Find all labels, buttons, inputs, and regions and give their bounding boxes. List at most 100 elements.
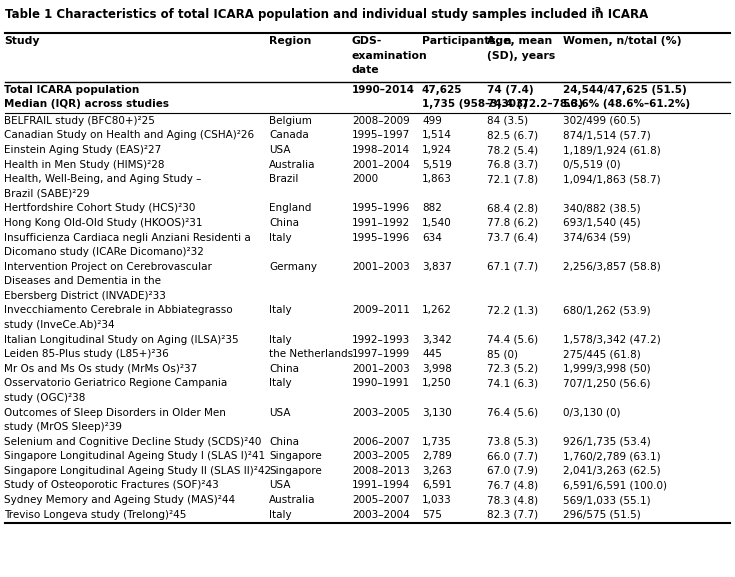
- Text: Women, n/total (%): Women, n/total (%): [563, 36, 681, 46]
- Text: Italy: Italy: [269, 509, 292, 520]
- Text: 1,033: 1,033: [422, 495, 452, 505]
- Text: Osservatorio Geriatrico Regione Campania: Osservatorio Geriatrico Regione Campania: [4, 379, 227, 388]
- Text: 2000: 2000: [352, 174, 378, 184]
- Text: Belgium: Belgium: [269, 116, 312, 126]
- Text: 82.5 (6.7): 82.5 (6.7): [487, 130, 538, 141]
- Text: China: China: [269, 437, 299, 447]
- Text: Germany: Germany: [269, 262, 317, 272]
- Text: 1995–1996: 1995–1996: [352, 204, 410, 213]
- Text: Italy: Italy: [269, 379, 292, 388]
- Text: USA: USA: [269, 145, 290, 155]
- Text: 2006–2007: 2006–2007: [352, 437, 409, 447]
- Text: study (OGC)²38: study (OGC)²38: [4, 393, 85, 403]
- Text: Italian Longitudinal Study on Aging (ILSA)²35: Italian Longitudinal Study on Aging (ILS…: [4, 335, 239, 344]
- Text: 78.3 (4.8): 78.3 (4.8): [487, 495, 538, 505]
- Text: Age, mean: Age, mean: [487, 36, 552, 46]
- Text: 1,540: 1,540: [422, 218, 452, 228]
- Text: BELFRAIL study (BFC80+)²25: BELFRAIL study (BFC80+)²25: [4, 116, 155, 126]
- Text: 1,578/3,342 (47.2): 1,578/3,342 (47.2): [563, 335, 661, 344]
- Text: Insufficienza Cardiaca negli Anziani Residenti a: Insufficienza Cardiaca negli Anziani Res…: [4, 233, 251, 242]
- Text: Italy: Italy: [269, 305, 292, 316]
- Text: 6,591: 6,591: [422, 481, 452, 490]
- Text: USA: USA: [269, 481, 290, 490]
- Text: Italy: Italy: [269, 335, 292, 344]
- Text: 707/1,250 (56.6): 707/1,250 (56.6): [563, 379, 650, 388]
- Text: 374/634 (59): 374/634 (59): [563, 233, 631, 242]
- Text: Brazil: Brazil: [269, 174, 298, 184]
- Text: 1,514: 1,514: [422, 130, 452, 141]
- Text: 275/445 (61.8): 275/445 (61.8): [563, 349, 641, 359]
- Text: Singapore Longitudinal Ageing Study I (SLAS I)²41: Singapore Longitudinal Ageing Study I (S…: [4, 451, 265, 462]
- Text: 3,342: 3,342: [422, 335, 452, 344]
- Text: 56.6% (48.6%–61.2%): 56.6% (48.6%–61.2%): [563, 99, 690, 109]
- Text: 84 (3.5): 84 (3.5): [487, 116, 528, 126]
- Text: 2,256/3,857 (58.8): 2,256/3,857 (58.8): [563, 262, 661, 272]
- Text: 3,263: 3,263: [422, 466, 452, 476]
- Text: 0/3,130 (0): 0/3,130 (0): [563, 407, 620, 418]
- Text: study (InveCe.Ab)²34: study (InveCe.Ab)²34: [4, 320, 115, 330]
- Text: 2008–2013: 2008–2013: [352, 466, 410, 476]
- Text: Singapore: Singapore: [269, 466, 322, 476]
- Text: 1,735 (958–3,303): 1,735 (958–3,303): [422, 99, 528, 109]
- Text: 1,735: 1,735: [422, 437, 452, 447]
- Text: 634: 634: [422, 233, 442, 242]
- Text: 2008–2009: 2008–2009: [352, 116, 409, 126]
- Text: 2003–2005: 2003–2005: [352, 451, 409, 462]
- Text: 575: 575: [422, 509, 442, 520]
- Text: 1998–2014: 1998–2014: [352, 145, 410, 155]
- Text: a: a: [595, 5, 600, 14]
- Text: Einstein Aging Study (EAS)²27: Einstein Aging Study (EAS)²27: [4, 145, 161, 155]
- Text: examination: examination: [352, 51, 428, 61]
- Text: 3,130: 3,130: [422, 407, 452, 418]
- Text: 1990–2014: 1990–2014: [352, 85, 415, 95]
- Text: 882: 882: [422, 204, 442, 213]
- Text: Median (IQR) across studies: Median (IQR) across studies: [4, 99, 169, 109]
- Text: 76.4 (5.6): 76.4 (5.6): [487, 407, 538, 418]
- Text: Italy: Italy: [269, 233, 292, 242]
- Text: 74.1 (6.3): 74.1 (6.3): [487, 379, 538, 388]
- Text: 78.2 (5.4): 78.2 (5.4): [487, 145, 538, 155]
- Text: 680/1,262 (53.9): 680/1,262 (53.9): [563, 305, 650, 316]
- Text: 1,924: 1,924: [422, 145, 452, 155]
- Text: 82.3 (7.7): 82.3 (7.7): [487, 509, 538, 520]
- Text: Mr Os and Ms Os study (MrMs Os)²37: Mr Os and Ms Os study (MrMs Os)²37: [4, 364, 197, 374]
- Text: 1,189/1,924 (61.8): 1,189/1,924 (61.8): [563, 145, 661, 155]
- Text: Singapore: Singapore: [269, 451, 322, 462]
- Text: 296/575 (51.5): 296/575 (51.5): [563, 509, 641, 520]
- Text: 2,041/3,263 (62.5): 2,041/3,263 (62.5): [563, 466, 661, 476]
- Text: 2001–2004: 2001–2004: [352, 160, 409, 170]
- Text: 2001–2003: 2001–2003: [352, 262, 409, 272]
- Text: the Netherlands: the Netherlands: [269, 349, 353, 359]
- Text: 3,998: 3,998: [422, 364, 452, 374]
- Text: 1,094/1,863 (58.7): 1,094/1,863 (58.7): [563, 174, 661, 184]
- Text: 1991–1994: 1991–1994: [352, 481, 410, 490]
- Text: 1,999/3,998 (50): 1,999/3,998 (50): [563, 364, 650, 374]
- Text: 67.0 (7.9): 67.0 (7.9): [487, 466, 538, 476]
- Text: 68.4 (2.8): 68.4 (2.8): [487, 204, 538, 213]
- Text: 445: 445: [422, 349, 442, 359]
- Text: 2003–2005: 2003–2005: [352, 407, 409, 418]
- Text: 340/882 (38.5): 340/882 (38.5): [563, 204, 641, 213]
- Text: 67.1 (7.7): 67.1 (7.7): [487, 262, 538, 272]
- Text: 73.7 (6.4): 73.7 (6.4): [487, 233, 538, 242]
- Text: 302/499 (60.5): 302/499 (60.5): [563, 116, 640, 126]
- Text: 1990–1991: 1990–1991: [352, 379, 410, 388]
- Text: USA: USA: [269, 407, 290, 418]
- Text: (SD), years: (SD), years: [487, 51, 555, 61]
- Text: 77.8 (6.2): 77.8 (6.2): [487, 218, 538, 228]
- Text: 74.4 (72.2–78.3): 74.4 (72.2–78.3): [487, 99, 583, 109]
- Text: 2003–2004: 2003–2004: [352, 509, 409, 520]
- Text: 2,789: 2,789: [422, 451, 452, 462]
- Text: 74 (7.4): 74 (7.4): [487, 85, 534, 95]
- Text: date: date: [352, 65, 379, 75]
- Text: China: China: [269, 364, 299, 374]
- Text: Sydney Memory and Ageing Study (MAS)²44: Sydney Memory and Ageing Study (MAS)²44: [4, 495, 235, 505]
- Text: study (MrOS Sleep)²39: study (MrOS Sleep)²39: [4, 422, 122, 432]
- Text: GDS-: GDS-: [352, 36, 382, 46]
- Text: Table 1 Characteristics of total ICARA population and individual study samples i: Table 1 Characteristics of total ICARA p…: [5, 8, 648, 21]
- Text: 72.3 (5.2): 72.3 (5.2): [487, 364, 538, 374]
- Text: Participants, n: Participants, n: [422, 36, 512, 46]
- Text: 3,837: 3,837: [422, 262, 452, 272]
- Text: 6,591/6,591 (100.0): 6,591/6,591 (100.0): [563, 481, 667, 490]
- Text: 1,760/2,789 (63.1): 1,760/2,789 (63.1): [563, 451, 661, 462]
